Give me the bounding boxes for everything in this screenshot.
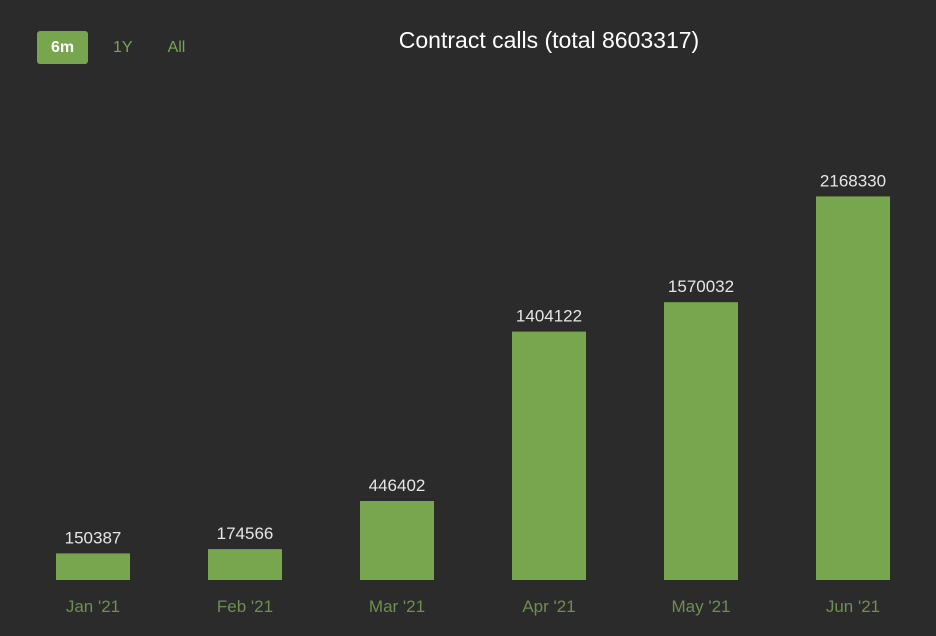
range-6m-button[interactable]: 6m [37,31,88,64]
x-axis-tick-labels: Jan '21 Feb '21 Mar '21 Apr '21 May '21 Jun '… [66,597,880,616]
data-label-2: 446402 [369,476,426,495]
x-tick-label-5: Jun '21 [826,597,880,616]
bar-0[interactable] [56,553,130,580]
x-tick-label-1: Feb '21 [217,597,273,616]
x-tick-label-0: Jan '21 [66,597,120,616]
bar-3[interactable] [512,331,586,580]
data-label-5: 2168330 [820,171,886,190]
x-tick-label-4: May '21 [672,597,731,616]
range-1y-button[interactable]: 1Y [102,31,144,64]
bar-1[interactable] [208,549,282,580]
bar-2[interactable] [360,501,434,580]
data-label-4: 1570032 [668,277,734,296]
data-labels-group: 150387 174566 446402 1404122 1570032 2168330 [65,171,886,547]
bar-4[interactable] [664,302,738,580]
x-tick-label-3: Apr '21 [522,597,575,616]
x-tick-label-2: Mar '21 [369,597,425,616]
data-label-3: 1404122 [516,307,582,326]
range-all-button[interactable]: All [157,31,197,64]
data-label-0: 150387 [65,528,122,547]
bar-5[interactable] [816,196,890,580]
bars-group [56,196,890,580]
data-label-1: 174566 [217,524,274,543]
range-selector: 6m 1Y All [37,31,209,64]
chart-title: Contract calls (total 8603317) [399,27,699,53]
